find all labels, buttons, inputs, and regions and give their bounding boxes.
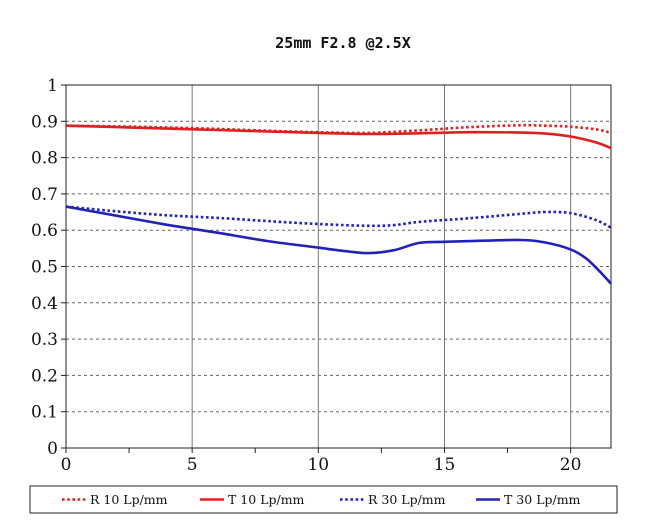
series-line-2 — [65, 205, 612, 229]
x-tick-label-0: 0 — [61, 455, 72, 475]
grid-layer — [66, 85, 611, 448]
y-tick-label-6: 0.6 — [31, 221, 58, 241]
chart-title: 25mm F2.8 @2.5X — [275, 34, 410, 52]
x-tick-label-4: 20 — [560, 455, 582, 475]
legend-label-0: R 10 Lp/mm — [90, 492, 168, 507]
y-tick-label-9: 0.9 — [31, 112, 58, 132]
legend-label-3: T 30 Lp/mm — [504, 492, 581, 507]
y-tick-label-7: 0.7 — [31, 185, 58, 205]
x-tick-label-3: 15 — [434, 455, 456, 475]
x-tick-label-2: 10 — [307, 455, 329, 475]
x-tick-label-1: 5 — [187, 455, 198, 475]
y-tick-label-4: 0.4 — [31, 294, 58, 314]
y-tick-label-3: 0.3 — [31, 330, 58, 350]
y-tick-label-0: 0 — [47, 439, 58, 459]
y-tick-label-10: 1 — [47, 76, 58, 96]
y-tick-label-5: 0.5 — [31, 258, 58, 278]
legend: R 10 Lp/mm T 10 Lp/mm R 30 Lp/mm T 30 Lp/mm — [29, 485, 618, 514]
y-tick-label-8: 0.8 — [31, 149, 58, 169]
series-line-3 — [65, 205, 612, 285]
legend-label-1: T 10 Lp/mm — [228, 492, 305, 507]
series-line-1 — [65, 124, 612, 150]
y-tick-label-1: 0.1 — [31, 403, 58, 423]
y-tick-label-2: 0.2 — [31, 366, 58, 386]
legend-box — [29, 485, 618, 514]
series-layer — [65, 123, 612, 285]
tick-layer: 00.10.20.30.40.50.60.70.80.910 5 10 15 20 — [31, 76, 581, 475]
legend-label-2: R 30 Lp/mm — [368, 492, 446, 507]
